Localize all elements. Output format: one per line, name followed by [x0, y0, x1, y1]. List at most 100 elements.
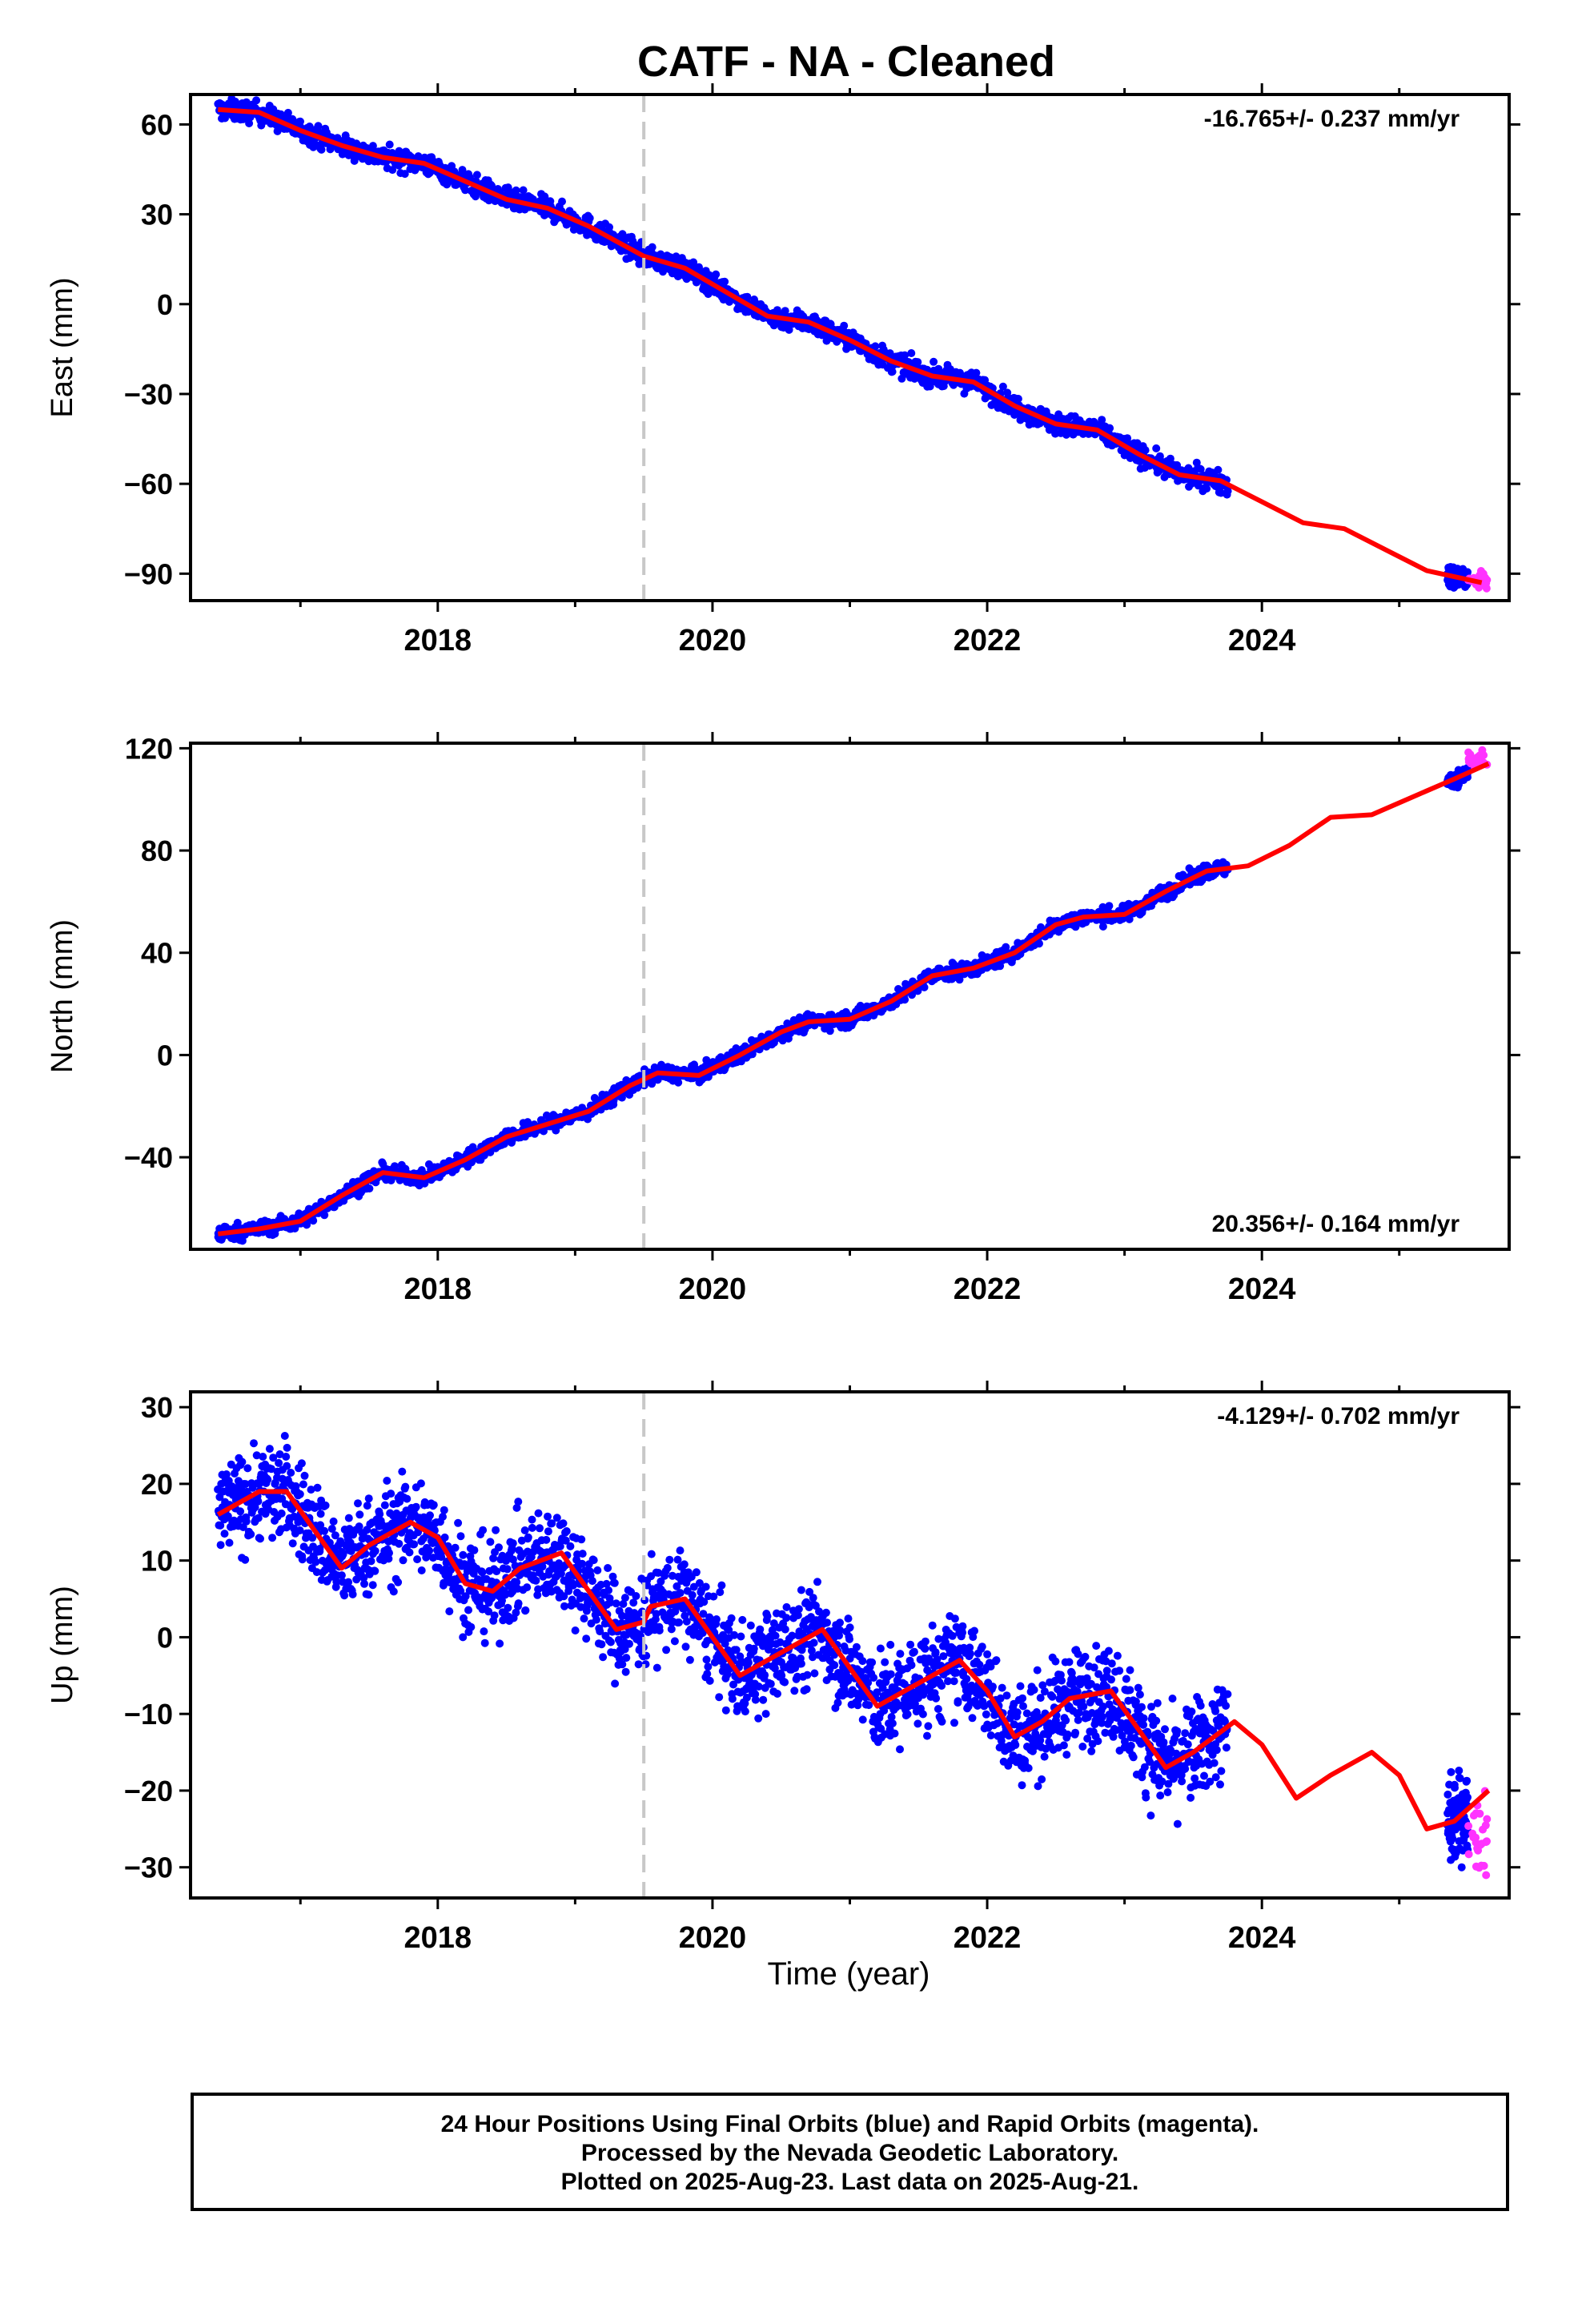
final-orbit-point	[401, 1482, 410, 1491]
final-orbit-point	[721, 1706, 730, 1715]
final-orbit-point	[797, 1659, 805, 1668]
final-orbit-point	[606, 1638, 615, 1647]
final-orbit-point	[665, 1555, 674, 1564]
final-orbit-point	[355, 1510, 364, 1519]
final-orbit-point	[920, 983, 929, 991]
final-orbit-point	[825, 1027, 834, 1035]
x-tick-label: 2024	[1228, 1273, 1296, 1306]
final-orbit-point	[689, 258, 698, 267]
final-orbit-point	[998, 382, 1007, 391]
final-orbit-point	[514, 1498, 523, 1506]
final-orbit-point	[456, 1532, 465, 1541]
final-orbit-point	[383, 1477, 391, 1485]
final-orbit-point	[592, 1615, 600, 1624]
final-orbit-point	[417, 1566, 426, 1574]
final-orbit-point	[704, 1663, 713, 1671]
final-orbit-point	[1152, 444, 1161, 452]
final-orbit-point	[295, 1490, 304, 1498]
final-orbit-point	[749, 1644, 758, 1653]
final-orbit-point	[233, 1218, 242, 1227]
final-orbit-point	[375, 1510, 384, 1518]
final-orbit-point	[412, 1502, 420, 1511]
final-orbit-point	[360, 1579, 368, 1588]
final-orbit-point	[1105, 902, 1114, 911]
rapid-orbit-point	[1480, 751, 1488, 759]
final-orbit-point	[743, 292, 752, 301]
final-orbit-point	[558, 197, 566, 206]
final-orbit-point	[620, 1594, 629, 1602]
final-orbit-point	[955, 975, 964, 984]
final-orbit-point	[277, 1509, 286, 1518]
final-orbit-point	[913, 358, 922, 367]
final-orbit-point	[299, 1480, 307, 1489]
final-orbit-point	[236, 1507, 245, 1516]
final-orbit-point	[259, 1453, 267, 1461]
final-orbit-point	[662, 1646, 671, 1655]
final-orbit-point	[309, 1216, 318, 1225]
final-orbit-point	[585, 214, 594, 223]
final-orbit-point	[578, 1550, 587, 1558]
final-orbit-point	[410, 1540, 419, 1549]
final-orbit-point	[1098, 903, 1107, 911]
time-series-figure: CATF - NA - Cleaned 2018 2020 2022 20246030…	[46, 38, 1520, 1992]
final-orbit-point	[496, 1639, 504, 1648]
final-orbit-point	[1035, 939, 1043, 948]
final-orbit-point	[472, 192, 480, 201]
final-orbit-point	[604, 1564, 612, 1572]
final-orbit-point	[773, 306, 781, 315]
y-tick-label: 120	[125, 732, 173, 765]
final-orbit-point	[492, 1567, 501, 1576]
final-orbit-point	[400, 170, 409, 179]
final-orbit-point	[388, 166, 397, 175]
final-orbit-point	[536, 1524, 544, 1533]
final-orbit-point	[459, 1550, 468, 1559]
final-orbit-point	[1106, 424, 1114, 432]
final-orbit-point	[254, 1497, 263, 1506]
final-orbit-point	[519, 186, 528, 195]
final-orbit-point	[467, 1622, 476, 1631]
final-orbit-point	[769, 321, 778, 330]
final-orbit-point	[340, 1591, 349, 1600]
final-orbit-point	[702, 1655, 711, 1664]
final-orbit-point	[440, 1506, 448, 1514]
final-orbit-point	[571, 1626, 580, 1634]
fit-curve	[218, 107, 1483, 585]
final-orbit-point	[746, 1621, 755, 1630]
final-orbit-point	[371, 1566, 379, 1575]
y-axis-label: North (mm)	[46, 919, 79, 1073]
final-orbit-point	[1464, 568, 1472, 577]
final-orbit-point	[781, 307, 789, 316]
final-orbit-point	[380, 1501, 389, 1510]
final-orbit-point	[283, 1443, 291, 1452]
final-orbit-point	[399, 1556, 408, 1565]
final-orbit-point	[488, 181, 496, 190]
x-tick-label: 2018	[404, 624, 472, 657]
final-orbit-point	[288, 1539, 297, 1548]
final-orbit-point	[389, 1587, 398, 1596]
final-orbit-point	[738, 1615, 747, 1624]
final-orbit-point	[321, 1501, 330, 1510]
final-orbit-point	[371, 1546, 379, 1555]
final-orbit-point	[593, 1566, 602, 1574]
final-orbit-point	[741, 1707, 749, 1716]
final-orbit-point	[566, 1542, 575, 1550]
final-orbit-point	[250, 1439, 258, 1448]
final-orbit-point	[413, 1555, 422, 1564]
final-orbit-point	[692, 1568, 701, 1577]
final-orbit-point	[282, 1453, 291, 1461]
final-orbit-point	[712, 1615, 721, 1623]
final-orbit-point	[367, 1557, 375, 1566]
final-orbit-point	[1141, 446, 1150, 455]
final-orbit-point	[604, 1586, 612, 1594]
x-tick-label: 2024	[1228, 624, 1296, 657]
final-orbit-point	[705, 1676, 714, 1685]
final-orbit-point	[245, 119, 254, 127]
final-orbit-point	[394, 1578, 403, 1586]
final-orbit-point	[252, 96, 261, 105]
final-orbit-point	[1002, 943, 1010, 951]
final-orbit-point	[754, 1714, 763, 1723]
final-orbit-point	[655, 1626, 664, 1634]
